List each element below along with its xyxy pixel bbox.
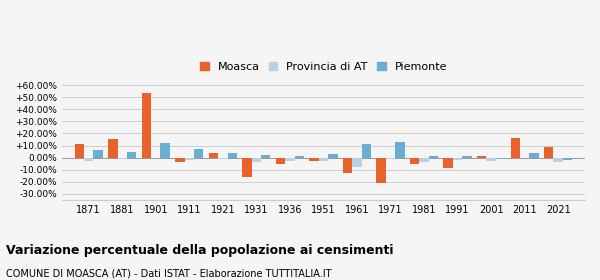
Bar [376,158,386,183]
Bar [175,158,185,162]
Bar [209,153,218,158]
Bar [127,151,136,158]
Bar [276,158,285,164]
Bar [84,158,94,161]
Bar [310,158,319,161]
Bar [118,158,127,159]
Bar [529,153,539,158]
Bar [319,158,328,161]
Bar [218,158,227,159]
Bar [261,155,271,158]
Bar [487,158,496,161]
Bar [453,158,462,160]
Bar [410,158,419,164]
Bar [553,158,563,162]
Legend: Moasca, Provincia di AT, Piemonte: Moasca, Provincia di AT, Piemonte [197,58,450,75]
Bar [108,139,118,158]
Bar [419,158,429,162]
Bar [285,158,295,161]
Bar [395,142,404,158]
Bar [477,156,487,158]
Bar [160,143,170,158]
Bar [295,156,304,158]
Bar [462,156,472,158]
Bar [328,154,338,158]
Bar [386,158,395,159]
Bar [185,158,194,160]
Bar [74,144,84,158]
Bar [563,158,572,160]
Bar [242,158,251,177]
Bar [94,150,103,158]
Bar [343,158,352,173]
Bar [443,158,453,168]
Bar [544,147,553,158]
Bar [362,144,371,158]
Bar [352,158,362,167]
Bar [142,92,151,158]
Text: COMUNE DI MOASCA (AT) - Dati ISTAT - Elaborazione TUTTITALIA.IT: COMUNE DI MOASCA (AT) - Dati ISTAT - Ela… [6,269,331,279]
Bar [511,138,520,158]
Bar [251,158,261,162]
Bar [194,149,203,158]
Text: Variazione percentuale della popolazione ai censimenti: Variazione percentuale della popolazione… [6,244,394,256]
Bar [227,153,237,158]
Bar [429,156,438,158]
Bar [496,158,505,159]
